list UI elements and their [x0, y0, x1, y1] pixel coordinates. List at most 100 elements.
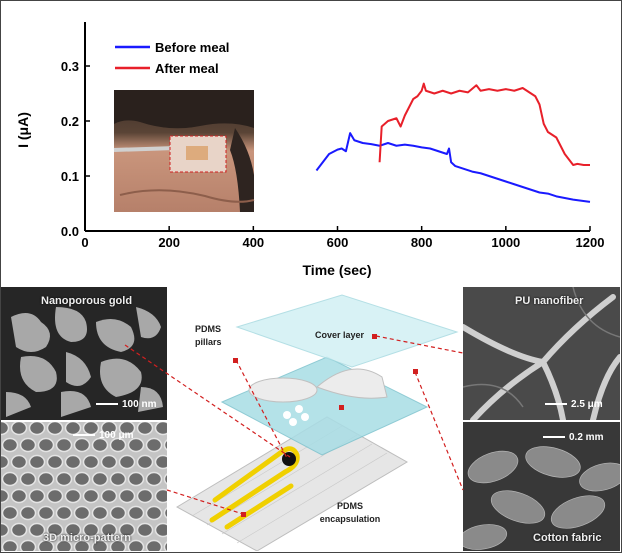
pdms-encapsulation-label-line2: encapsulation — [320, 514, 381, 524]
cover-layer-label: Cover layer — [315, 330, 365, 340]
micro-dimple — [1, 505, 19, 521]
micro-dimple — [136, 454, 154, 470]
x-tick-label: 0 — [81, 235, 88, 250]
micro-dimple — [127, 471, 145, 487]
micro-dimple — [1, 539, 19, 551]
series-line-before-meal — [315, 132, 591, 203]
micro-dimple — [82, 488, 100, 504]
pu-nanofiber-scale-label: 2.5 μm — [571, 399, 603, 410]
micro-dimple — [145, 505, 163, 521]
micro-pattern-panel: 100 μm 3D micro-pattern — [1, 422, 167, 551]
micro-dimple — [127, 505, 145, 521]
pu-nanofiber-panel: PU nanofiber 2.5 μm — [463, 287, 620, 420]
micro-dimple — [64, 488, 82, 504]
micro-dimple — [109, 505, 127, 521]
micro-dimple — [55, 471, 73, 487]
x-tick-label: 1200 — [576, 235, 605, 250]
micro-dimple — [10, 422, 28, 436]
micro-dimple — [82, 522, 100, 538]
cotton-fabric-image — [463, 422, 620, 551]
micro-dimple — [154, 454, 167, 470]
micro-pattern-image — [1, 422, 167, 551]
micro-dimple — [1, 422, 10, 436]
pu-nanofiber-image — [463, 287, 620, 420]
legend-label-after: After meal — [155, 61, 219, 76]
micro-pattern-scale-label: 100 μm — [99, 430, 134, 441]
micro-dimple — [109, 539, 127, 551]
micro-dimple — [136, 488, 154, 504]
micro-dimple — [1, 471, 19, 487]
micro-dimple — [100, 422, 118, 436]
micro-dimple — [19, 505, 37, 521]
micro-dimple — [37, 471, 55, 487]
x-tick-label: 1000 — [491, 235, 520, 250]
micro-dimple — [1, 522, 10, 538]
micro-dimple — [109, 471, 127, 487]
series-line-after-meal — [378, 82, 590, 166]
micro-dimple — [91, 471, 109, 487]
micro-dimple — [73, 505, 91, 521]
legend-label-before: Before meal — [155, 40, 229, 55]
micro-dimple — [163, 507, 167, 519]
micro-pattern-scalebar: 100 μm — [73, 430, 133, 441]
x-tick-label: 200 — [158, 235, 180, 250]
micro-dimple — [118, 488, 136, 504]
x-tick-label: 800 — [411, 235, 433, 250]
micro-dimple — [136, 422, 154, 436]
micro-dimple — [154, 488, 167, 504]
micro-dimple — [91, 539, 109, 551]
pdms-pillars-label-line2: pillars — [195, 337, 222, 347]
micro-dimple — [118, 454, 136, 470]
micro-dimple — [46, 488, 64, 504]
micro-dimple — [145, 471, 163, 487]
micro-dimple — [64, 454, 82, 470]
y-tick-label: 0.0 — [61, 224, 79, 239]
pdms-encapsulation-layer — [220, 356, 429, 456]
micro-dimple — [28, 454, 46, 470]
micro-dimple — [10, 488, 28, 504]
micro-dimple — [163, 473, 167, 485]
micro-dimple — [91, 437, 109, 453]
sensor-schematic: PDMS pillars Cover layer PDMS encapsulat… — [175, 294, 459, 551]
micro-dimple — [1, 437, 19, 453]
pdms-pillars-label-line1: PDMS — [195, 324, 221, 334]
pdms-encapsulation-label-line1: PDMS — [337, 501, 363, 511]
micro-dimple — [55, 505, 73, 521]
micro-dimple — [145, 539, 163, 551]
micro-dimple — [37, 437, 55, 453]
micro-dimple — [19, 539, 37, 551]
micro-dimple — [19, 471, 37, 487]
micro-dimple — [100, 454, 118, 470]
micro-dimple — [1, 488, 10, 504]
pu-nanofiber-title: PU nanofiber — [515, 295, 584, 307]
nanoporous-gold-scale-label: 100 nm — [122, 399, 157, 410]
nanoporous-gold-scalebar: 100 nm — [96, 399, 156, 410]
micro-dimple — [154, 522, 167, 538]
x-axis-label: Time (sec) — [303, 262, 372, 278]
cotton-fabric-panel: 0.2 mm Cotton fabric — [463, 422, 620, 551]
micro-dimple — [37, 539, 55, 551]
y-tick-label: 0.2 — [61, 114, 79, 129]
micro-pattern-title: 3D micro-pattern — [43, 532, 132, 544]
micro-dimple — [91, 505, 109, 521]
x-tick-label: 400 — [242, 235, 264, 250]
micro-dimple — [55, 539, 73, 551]
micro-dimple — [55, 437, 73, 453]
pu-nanofiber-scalebar: 2.5 μm — [545, 399, 603, 410]
y-tick-label: 0.3 — [61, 59, 79, 74]
cotton-fabric-title: Cotton fabric — [533, 532, 602, 544]
micro-dimple — [100, 522, 118, 538]
micro-dimple — [28, 422, 46, 436]
micro-dimple — [145, 437, 163, 453]
micro-dimple — [163, 541, 167, 551]
micro-dimple — [46, 454, 64, 470]
cotton-fabric-scalebar: 0.2 mm — [543, 432, 603, 443]
y-axis-label: I (μA) — [15, 112, 31, 148]
nanoporous-gold-panel: Nanoporous gold 100 nm — [1, 287, 167, 420]
cotton-fabric-scale-label: 0.2 mm — [569, 432, 604, 443]
inset-forehead-photo — [113, 90, 255, 212]
micro-dimple — [10, 454, 28, 470]
micro-dimple — [127, 539, 145, 551]
micro-dimple — [136, 522, 154, 538]
micro-dimple — [37, 505, 55, 521]
